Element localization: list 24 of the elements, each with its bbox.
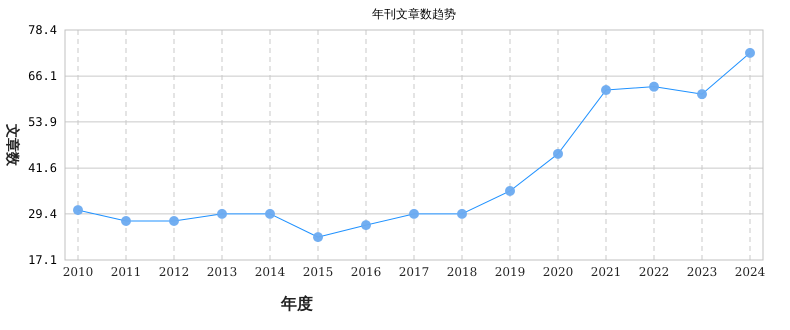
x-axis-title: 年度 — [280, 294, 313, 313]
x-tick-label: 2022 — [638, 265, 670, 279]
x-tick-label: 2017 — [398, 265, 430, 279]
x-tick-label: 2012 — [158, 265, 190, 279]
x-tick-label: 2011 — [110, 265, 142, 279]
x-tick-label: 2013 — [206, 265, 238, 279]
x-tick-label: 2015 — [302, 265, 334, 279]
x-tick-label: 2020 — [542, 265, 574, 279]
x-tick-label: 2019 — [494, 265, 526, 279]
x-tick-label: 2023 — [686, 265, 718, 279]
y-tick-label: 53.9 — [28, 114, 57, 129]
y-tick-label: 17.1 — [28, 253, 57, 267]
x-tick-label: 2021 — [590, 265, 622, 279]
x-tick-label: 2024 — [734, 265, 766, 279]
y-tick-label: 66.1 — [28, 69, 57, 84]
chart-title: 年刊文章数趋势 — [372, 7, 456, 21]
x-tick-label: 2016 — [350, 265, 382, 279]
y-tick-label: 78.4 — [28, 23, 57, 37]
y-axis-title: 文章数 — [4, 123, 21, 167]
y-tick-label: 29.4 — [28, 206, 57, 221]
x-tick-label: 2014 — [254, 265, 286, 279]
x-tick-label: 2010 — [62, 265, 94, 279]
x-tick-label: 2018 — [446, 265, 478, 279]
y-tick-label: 41.6 — [28, 161, 57, 176]
